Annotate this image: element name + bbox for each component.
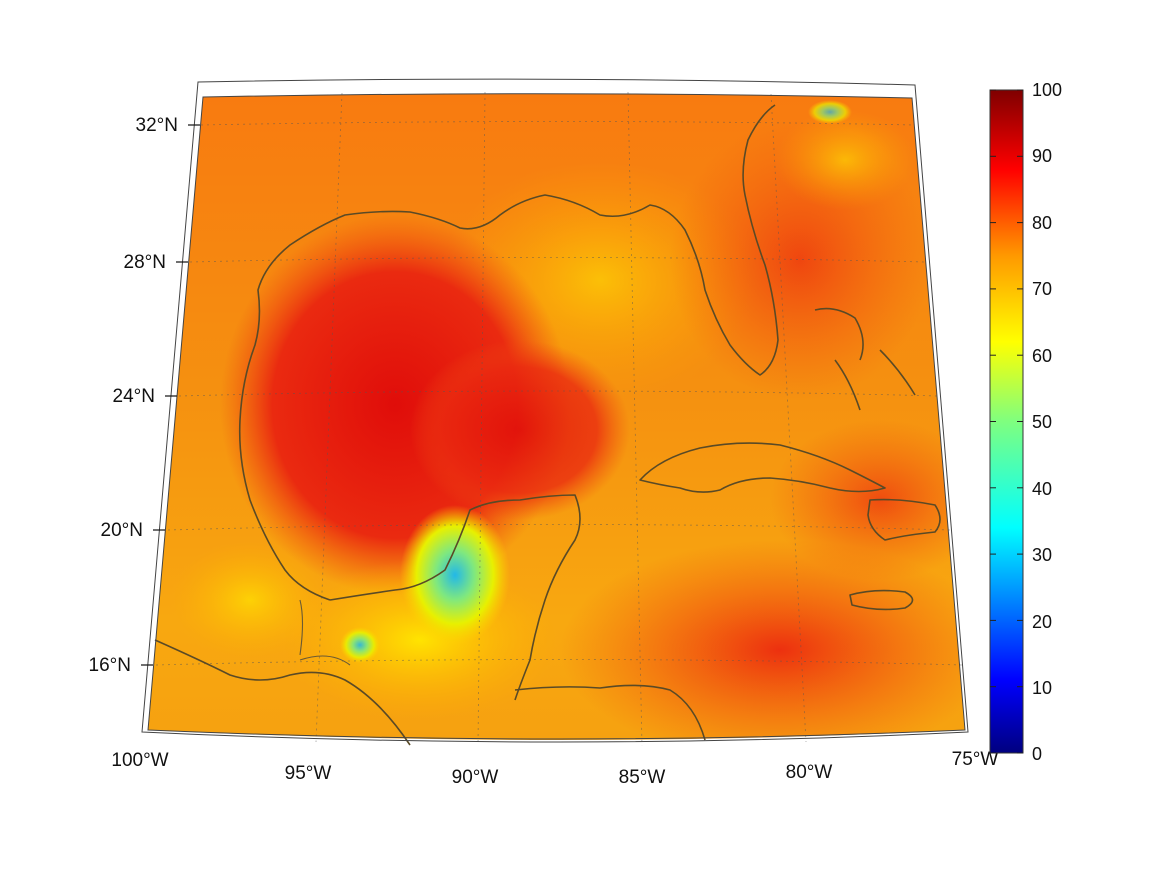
yucatan-coastline bbox=[329, 494, 581, 701]
lon-label-95w: 95°W bbox=[285, 763, 332, 784]
colorbar-label-10: 10 bbox=[1032, 678, 1052, 698]
colorbar: 100 90 80 70 60 50 40 30 20 10 0 bbox=[989, 80, 1062, 764]
lat-labels: 32°N 28°N 24°N 20°N 16°N bbox=[89, 115, 178, 676]
colorbar-label-30: 30 bbox=[1032, 545, 1052, 565]
colorbar-ticks bbox=[990, 89, 1023, 754]
lat-label-32n: 32°N bbox=[136, 115, 178, 136]
lon-labels: 100°W 95°W 90°W 85°W 80°W 75°W bbox=[111, 749, 998, 788]
coastlines bbox=[154, 104, 941, 746]
colorbar-label-70: 70 bbox=[1032, 279, 1052, 299]
lon-label-85w: 85°W bbox=[619, 767, 666, 788]
lat-tick-marks bbox=[141, 124, 200, 666]
lat-label-28n: 28°N bbox=[124, 252, 166, 273]
lon-label-90w: 90°W bbox=[452, 767, 499, 788]
graticule bbox=[155, 91, 963, 747]
honduras-coastline bbox=[514, 684, 706, 741]
central-america-coastline bbox=[154, 639, 411, 746]
colorbar-labels: 100 90 80 70 60 50 40 30 20 10 0 bbox=[1032, 80, 1062, 764]
map-frame-inner bbox=[147, 93, 966, 740]
colorbar-label-60: 60 bbox=[1032, 346, 1052, 366]
lon-label-75w: 75°W bbox=[952, 749, 999, 770]
colorbar-label-20: 20 bbox=[1032, 612, 1052, 632]
jamaica-outline bbox=[849, 589, 914, 611]
lon-label-100w: 100°W bbox=[111, 750, 168, 771]
lon-label-80w: 80°W bbox=[786, 762, 833, 783]
colorbar-label-90: 90 bbox=[1032, 146, 1052, 166]
mexico-border bbox=[299, 599, 351, 666]
cuba-outline bbox=[639, 442, 886, 493]
lat-label-24n: 24°N bbox=[113, 386, 155, 407]
lat-label-16n: 16°N bbox=[89, 655, 131, 676]
gulf-coastline bbox=[238, 104, 779, 601]
colorbar-label-80: 80 bbox=[1032, 213, 1052, 233]
lat-label-20n: 20°N bbox=[101, 520, 143, 541]
hispaniola-outline bbox=[867, 498, 941, 541]
bahamas-outline bbox=[814, 307, 916, 411]
colorbar-label-100: 100 bbox=[1032, 80, 1062, 100]
colorbar-label-50: 50 bbox=[1032, 412, 1052, 432]
map-frame bbox=[141, 78, 969, 743]
colorbar-label-0: 0 bbox=[1032, 744, 1042, 764]
data-field bbox=[148, 93, 965, 740]
colorbar-label-40: 40 bbox=[1032, 479, 1052, 499]
